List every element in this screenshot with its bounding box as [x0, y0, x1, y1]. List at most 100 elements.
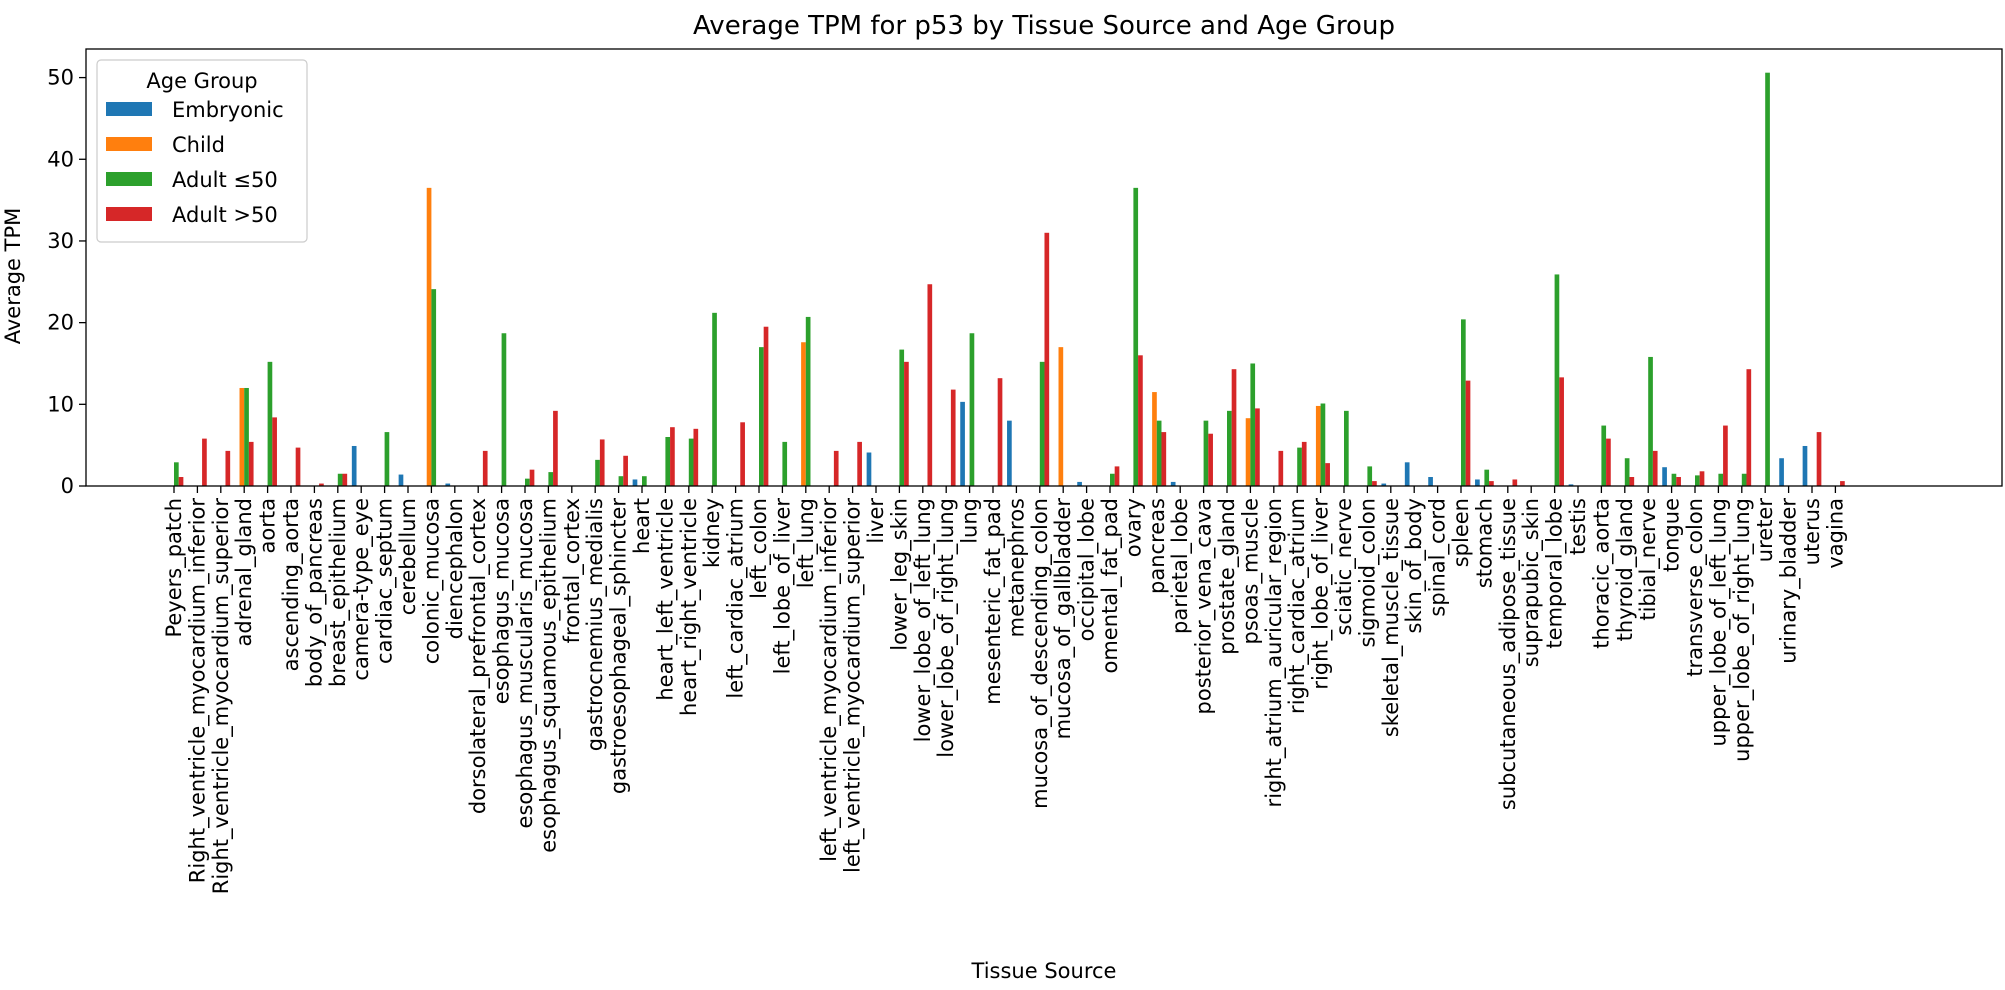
bar-adult-50-right-cardiac-atrium [1301, 441, 1307, 486]
bar-embryonic-skeletal-muscle-tissue [1381, 483, 1387, 486]
x-tick-label: esophagus_squamous_epithelium [536, 498, 561, 853]
x-tick-label: thoracic_aorta [1589, 498, 1614, 649]
x-tick-label: right_atrium_auricular_region [1262, 498, 1287, 807]
x-tick-label: parietal_lobe [1168, 498, 1193, 634]
x-tick-label: testis [1566, 498, 1590, 555]
bar-adult-50-upper-lobe-of-right-lung [1746, 369, 1752, 486]
bar-adult-50-temporal-lobe [1554, 274, 1560, 486]
bar-adult-50-stomach [1484, 469, 1490, 486]
y-tick-label: 20 [47, 311, 74, 335]
y-axis-label: Average TPM [1, 208, 25, 345]
bar-adult-50-transverse-colon [1699, 471, 1705, 486]
legend-label-child: Child [172, 133, 225, 157]
bar-adult-50-esophagus-squamous-epithelium [548, 472, 554, 486]
y-tick-label: 40 [47, 147, 74, 171]
x-tick-label: thyroid_gland [1613, 498, 1638, 641]
x-tick-label: spinal_cord [1426, 498, 1451, 617]
bar-adult-50-psoas-muscle [1250, 363, 1256, 486]
y-tick-label: 30 [47, 229, 74, 253]
bar-adult-50-transverse-colon [1695, 475, 1700, 486]
bar-child-psoas-muscle [1245, 418, 1251, 486]
x-tick-label: esophagus_mucosa [490, 498, 515, 704]
bar-adult-50-heart [642, 476, 647, 486]
bar-adult-50-upper-lobe-of-right-lung [1741, 473, 1747, 486]
bar-adult-50-vagina [1840, 481, 1845, 486]
bar-embryonic-metanephros [1007, 420, 1012, 486]
x-tick-label: ovary [1121, 498, 1145, 557]
chart-title: Average TPM for p53 by Tissue Source and… [693, 11, 1395, 41]
x-tick-label: upper_lobe_of_right_lung [1730, 498, 1755, 762]
x-tick-label: skeletal_muscle_tissue [1379, 498, 1404, 737]
bar-child-colonic-mucosa [426, 187, 432, 487]
bar-embryonic-camera-type-eye [351, 445, 357, 486]
x-tick-label: liver [864, 498, 888, 544]
x-tick-label: cardiac_septum [373, 498, 398, 664]
bar-embryonic-tongue [1662, 467, 1667, 486]
x-tick-label: uterus [1800, 498, 1824, 565]
x-tick-label: kidney [700, 498, 724, 568]
bar-adult-50-tibial-nerve [1648, 356, 1653, 486]
bar-adult-50-prostate-gland [1231, 369, 1237, 486]
bar-adult-50-omental-fat-pad [1114, 466, 1120, 486]
bar-adult-50-mucosa-of-descending-colon [1039, 361, 1045, 486]
x-tick-label: sciatic_nerve [1332, 498, 1357, 636]
x-tick-label: occipital_lobe [1075, 498, 1100, 641]
x-tick-label: posterior_vena_cava [1192, 498, 1217, 714]
x-tick-label: Right_ventricle_myocardium_inferior [185, 498, 210, 884]
bar-adult-50-peyers-patch [174, 462, 179, 486]
bar-adult-50-ureter [1765, 72, 1770, 486]
x-tick-label: transverse_colon [1683, 498, 1708, 677]
x-tick-label: sigmoid_colon [1355, 498, 1380, 647]
bar-adult-50-thyroid-gland [1629, 477, 1635, 486]
bar-adult-50-right-ventricle-myocardium-inferior [202, 438, 207, 486]
bar-child-left-lung [801, 342, 806, 486]
bar-adult-50-left-colon [763, 326, 769, 486]
bar-adult-50-pancreas [1156, 420, 1162, 486]
bar-adult-50-ovary [1138, 355, 1143, 486]
x-tick-label: left_lung [794, 498, 819, 588]
bar-adult-50-lower-lobe-of-left-lung [927, 284, 933, 486]
bar-adult-50-cardiac-septum [384, 432, 390, 486]
bar-embryonic-occipital-lobe [1077, 481, 1082, 486]
bar-adult-50-left-ventricle-myocardium-inferior [833, 450, 839, 486]
x-tick-label: left_ventricle_myocardium_inferior [817, 498, 842, 862]
x-tick-label: suprapubic_skin [1519, 498, 1544, 667]
x-tick-label: Right_ventricle_myocardium_superior [209, 498, 234, 895]
bar-child-right-lobe-of-liver [1315, 405, 1321, 486]
bar-adult-50-left-lobe-of-liver [782, 441, 788, 486]
bar-adult-50-adrenal-gland [244, 387, 249, 486]
bar-adult-50-mesenteric-fat-pad [997, 378, 1003, 486]
bars-group [174, 72, 1845, 487]
bar-embryonic-lung [960, 401, 965, 486]
y-tick-label: 10 [47, 392, 74, 416]
bar-adult-50-gastrocnemius-medialis [599, 439, 605, 486]
legend: Age Group Embryonic Child Adult ≤50 Adult >… [96, 59, 308, 243]
x-tick-label: right_cardiac_atrium [1285, 498, 1310, 714]
x-tick-label: colonic_mucosa [419, 498, 444, 664]
bar-embryonic-stomach [1475, 479, 1480, 486]
bar-embryonic-spinal-cord [1428, 477, 1433, 486]
bar-adult-50-kidney [712, 312, 717, 486]
bar-adult-50-tongue [1671, 473, 1677, 486]
x-tick-label: mucosa_of_gallbladder [1051, 498, 1076, 740]
bar-embryonic-liver [866, 452, 872, 486]
x-tick-label: tibial_nerve [1636, 498, 1661, 621]
bar-adult-50-gastrocnemius-medialis [595, 459, 600, 486]
legend-swatch-child [106, 137, 152, 151]
x-tick-label: heart [630, 498, 654, 554]
x-tick-label: skin_of_body [1402, 498, 1427, 633]
x-tick-label: gastrocnemius_medialis [583, 498, 608, 751]
bar-adult-50-tongue [1676, 477, 1681, 486]
x-tick-label: pancreas [1145, 498, 1169, 594]
bar-adult-50-thoracic-aorta [1601, 425, 1607, 486]
bar-adult-50-right-ventricle-myocardium-superior [225, 450, 231, 486]
bar-adult-50-lung [969, 333, 975, 486]
x-tick-label: upper_lobe_of_left_lung [1706, 498, 1731, 747]
x-tick-label: lung [958, 498, 982, 544]
bar-adult-50-left-cardiac-atrium [740, 422, 745, 486]
x-tick-label: ascending_aorta [279, 498, 304, 671]
bar-adult-50-left-ventricle-myocardium-superior [857, 441, 862, 486]
x-tick-label: stomach [1472, 498, 1496, 588]
x-tick-label: gastroesophageal_sphincter [607, 498, 632, 794]
x-tick-label: metanephros [1004, 498, 1028, 637]
